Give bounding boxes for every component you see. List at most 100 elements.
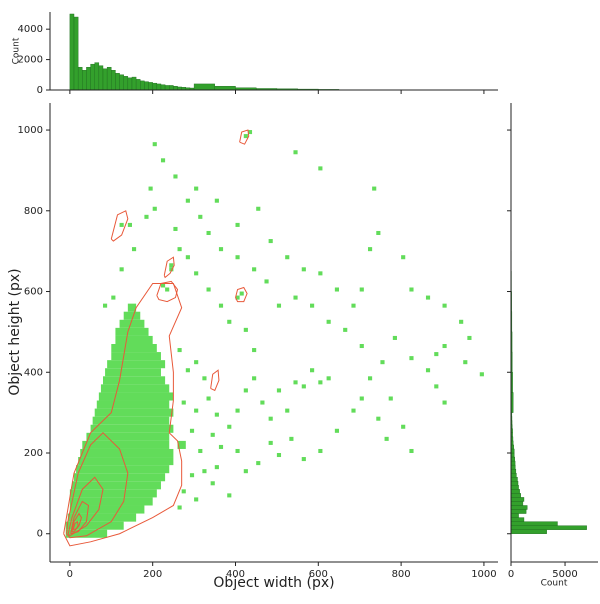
histogram-bar [511,522,557,526]
hist2d-cell [293,380,297,384]
hist2d-cell [182,489,186,493]
y-tick-label: 400 [24,367,43,378]
histogram-bar [511,457,515,461]
kde-contour [211,370,219,390]
hist2d-cell [173,227,177,231]
hist2d-cell [256,461,260,465]
hist2d-cell [368,376,372,380]
hist2d-cell [351,304,355,308]
hist2d-cell [269,239,273,243]
right-count-label: Count [541,579,568,589]
hist2d-cell-span [111,352,161,360]
histogram-bar [149,82,153,90]
hist2d-cell [335,287,339,291]
histogram-bar [144,82,148,90]
hist2d-cell [227,425,231,429]
hist2d-cell [219,304,223,308]
hist2d-cell [186,199,190,203]
hist2d-cell [244,469,248,473]
top-y-tick-label: 2000 [18,55,43,66]
hist2d-cell [207,231,211,235]
hist2d-cell [360,344,364,348]
hist2d-cell-span [93,417,170,425]
histogram-bar [95,63,99,90]
hist2d-cell [149,187,153,191]
histogram-bar [511,526,587,530]
hist2d-cell [207,396,211,400]
hist2d-cell [385,437,389,441]
hist2d-cell [120,223,124,227]
histogram-bar [74,17,78,90]
hist2d-cell-span [101,384,169,392]
hist2d-cell-span [76,465,169,473]
histogram-bar [511,530,547,534]
hist2d-cell [202,376,206,380]
x-tick-label: 600 [309,569,328,580]
hist2d-cell [194,409,198,413]
histogram-bar [153,83,157,90]
hist2d-cell [293,150,297,154]
hist2d-cell [467,336,471,340]
hist2d-cell [161,283,165,287]
hist2d-cell [351,409,355,413]
hist2d-cell [202,469,206,473]
hist2d-cell [178,505,182,509]
hist2d-cell [310,304,314,308]
hist2d-cell [376,417,380,421]
histogram-bar [194,84,215,90]
top-y-tick-label: 4000 [18,24,43,35]
top-y-tick-label: 0 [37,85,43,96]
hist2d-cell [252,348,256,352]
hist2d-cell-span [72,481,161,489]
hist2d-cell [302,267,306,271]
hist2d-cell [252,376,256,380]
hist2d-cell [409,356,413,360]
y-axis-label: Object height (px) [7,268,23,395]
histogram-bar [511,465,515,469]
hist2d-cell [393,336,397,340]
hist2d-cell [165,287,169,291]
hist2d-cell [480,372,484,376]
hist2d-cell [153,207,157,211]
hist2d-cell [327,320,331,324]
hist2d-cell [215,199,219,203]
hist2d-cell [252,267,256,271]
hist2d-cell-span [91,425,174,433]
y-tick-label: 800 [24,206,43,217]
histogram-bar [511,501,523,505]
hist2d-cell [293,296,297,300]
hist2d-cell [194,360,198,364]
histogram-bar [78,67,82,90]
hist2d-cell [409,287,413,291]
hist2d-cell [335,429,339,433]
histogram-bar [511,518,524,522]
hist2d-cell [178,247,182,251]
hist2d-cell [443,344,447,348]
hist2d-cell [459,320,463,324]
hist2d-cell [389,396,393,400]
histogram-bar [103,69,107,90]
histogram-bar [511,477,517,481]
histogram-bar [99,66,103,90]
hist2d-cell-span [99,392,174,400]
hist2d-cell [443,304,447,308]
hist2d-cell [153,142,157,146]
y-tick-label: 200 [24,448,43,459]
hist2d-cell [219,445,223,449]
hist2d-cell [169,263,173,267]
hist2d-cell [277,304,281,308]
hist2d-cell [376,231,380,235]
hist2d-cell-span [115,336,152,344]
hist2d-cell [244,134,248,138]
hist2d-cell [434,384,438,388]
histogram-bar [511,473,516,477]
histogram-bar [82,70,86,90]
y-tick-label: 0 [37,529,43,540]
histogram-bar [165,85,169,90]
y-tick-label: 1000 [18,125,43,136]
hist2d-cell [111,296,115,300]
histogram-bar [511,493,521,497]
x-tick-label: 1000 [471,569,496,580]
histogram-bar [511,489,520,493]
